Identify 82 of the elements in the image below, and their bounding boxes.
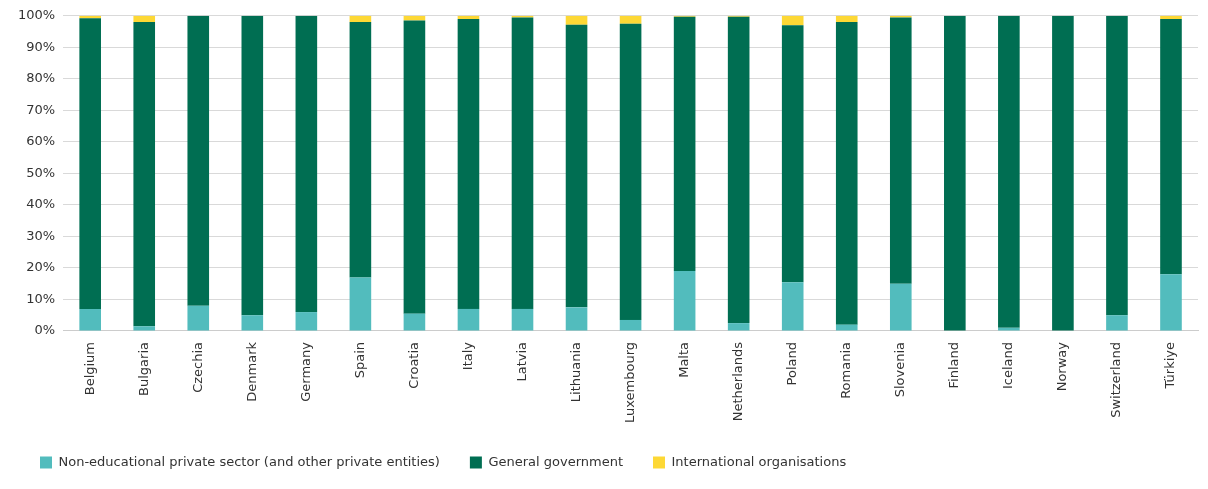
bar xyxy=(457,18,480,309)
x-tick-label: Lithuania xyxy=(567,341,583,403)
bar xyxy=(673,16,696,272)
bar xyxy=(403,313,426,331)
bar xyxy=(349,22,372,278)
bar xyxy=(1160,274,1182,331)
legend-label: International organisations xyxy=(671,453,847,469)
y-tick-label: 60% xyxy=(26,133,56,149)
bar xyxy=(133,15,156,23)
bar xyxy=(781,282,804,331)
y-tick-label: 30% xyxy=(26,227,56,243)
y-tick-label: 0% xyxy=(34,322,56,338)
bar xyxy=(889,283,912,331)
x-tick-label: Finland xyxy=(946,341,962,389)
bar xyxy=(565,15,588,25)
x-tick-label: Denmark xyxy=(243,341,259,402)
legend-label: Non-educational private sector (and other private entities) xyxy=(58,453,440,469)
bar xyxy=(1160,18,1182,275)
y-tick-label: 70% xyxy=(26,101,56,117)
x-tick-label: Germany xyxy=(297,341,313,402)
bar xyxy=(511,308,534,331)
bar xyxy=(349,15,372,23)
bar xyxy=(295,15,318,313)
bar xyxy=(1052,15,1074,331)
y-tick-label: 20% xyxy=(26,259,56,275)
bar xyxy=(133,326,156,331)
bar xyxy=(835,15,858,23)
bar xyxy=(565,307,588,331)
y-tick-label: 50% xyxy=(26,164,56,180)
bar xyxy=(673,271,696,331)
bar xyxy=(241,315,264,331)
bar xyxy=(187,305,210,331)
x-tick-label: Croatia xyxy=(405,341,421,389)
x-tick-label: Italy xyxy=(459,341,475,371)
y-tick-label: 40% xyxy=(26,196,56,212)
bar xyxy=(133,22,156,327)
x-tick-label: Czechia xyxy=(189,341,205,393)
y-tick-label: 10% xyxy=(26,290,56,306)
x-tick-label: Norway xyxy=(1054,341,1070,392)
bar xyxy=(889,17,912,284)
y-tick-label: 80% xyxy=(26,70,56,86)
bar xyxy=(241,15,264,316)
bar xyxy=(1106,15,1128,316)
y-tick-label: 100% xyxy=(17,7,56,23)
bar xyxy=(1106,315,1128,331)
bar xyxy=(998,15,1020,328)
x-tick-label: Romania xyxy=(838,341,854,399)
y-tick-label: 90% xyxy=(26,38,56,54)
bar xyxy=(403,20,426,314)
bar xyxy=(781,25,804,283)
x-tick-label: Belgium xyxy=(81,341,97,396)
bar xyxy=(727,323,750,331)
x-tick-label: Netherlands xyxy=(730,341,746,422)
bar xyxy=(187,15,210,306)
bar xyxy=(944,15,966,331)
bar xyxy=(403,15,426,21)
x-tick-label: Spain xyxy=(351,341,367,379)
x-tick-label: Iceland xyxy=(1000,341,1016,390)
bar xyxy=(835,22,858,325)
x-tick-label: Bulgaria xyxy=(135,341,151,396)
bar xyxy=(295,312,318,331)
x-tick-label: Switzerland xyxy=(1108,341,1124,418)
bar xyxy=(349,277,372,331)
bar xyxy=(79,308,101,331)
bar xyxy=(781,15,804,26)
bar xyxy=(511,17,534,309)
x-tick-label: Poland xyxy=(784,341,800,386)
bar xyxy=(457,15,480,19)
legend-label: General government xyxy=(488,453,624,469)
bar xyxy=(619,319,642,331)
bar xyxy=(619,15,642,24)
x-tick-label: Türkiye xyxy=(1162,341,1178,390)
bar xyxy=(619,23,642,320)
bar xyxy=(565,24,588,308)
bar xyxy=(727,16,750,324)
bar xyxy=(79,18,101,309)
bar xyxy=(457,308,480,331)
bar xyxy=(1160,15,1182,19)
x-tick-label: Latvia xyxy=(513,341,529,382)
x-tick-label: Luxembourg xyxy=(621,341,637,424)
x-tick-label: Malta xyxy=(676,341,691,378)
x-tick-label: Slovenia xyxy=(892,341,908,398)
